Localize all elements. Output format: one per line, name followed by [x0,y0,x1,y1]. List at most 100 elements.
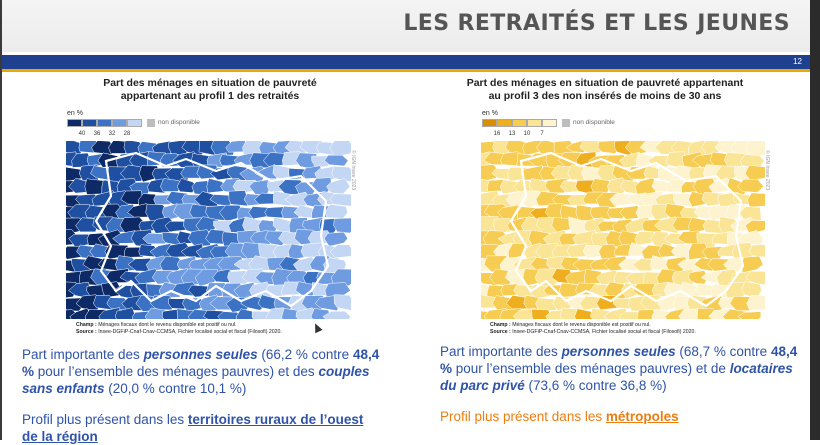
right-profile-link[interactable]: métropoles [605,409,679,424]
right-legend-na-label: non disponible [573,119,615,126]
left-profile: Profil plus présent dans les territoires… [22,411,382,445]
right-map-title-line1: Part des ménages en situation de pauvret… [466,77,744,89]
left-commune-cell [160,178,184,192]
window-left-edge [0,0,2,440]
right-legend-swatch [512,119,527,127]
right-map-svg [481,141,765,319]
left-map-title-line1: Part des ménages en situation de pauvret… [103,77,317,89]
right-commune-cell [624,141,649,156]
left-desc-text: Part importante des [22,347,144,362]
right-map-copyright: © IGN Insee 2023 [764,150,770,191]
left-map-svg [66,141,351,319]
right-legend-tick: 10 [523,131,531,137]
right-legend-tick: 7 [540,131,544,137]
right-description: Part importante des personnes seules (68… [440,343,800,394]
left-commune-cell [228,190,249,207]
right-desc-emphasis: locataires du parc privé [440,361,793,393]
right-source-text: Insee-DGFiP-Cnaf-Cnav-CCMSA, Fichier loc… [512,329,696,335]
left-legend-tick: 28 [123,131,131,137]
left-commune-cell [333,294,351,311]
left-legend-swatch [97,119,112,127]
left-profile-text: Profil plus présent dans les [22,412,188,427]
right-profile-text: Profil plus présent dans les [440,409,606,424]
left-desc-text: (66,2 % contre [257,347,353,362]
left-desc-value: 48,4 % [22,347,380,379]
right-champ-text: Ménages fiscaux dont le revenu disponibl… [512,322,651,328]
right-commune-cell [606,177,628,194]
left-legend-tick: 32 [108,131,116,137]
right-commune-cell [729,296,754,311]
right-commune-cell [654,216,682,234]
right-commune-cell [701,246,724,260]
left-map-title: Part des ménages en situation de pauvret… [60,77,360,103]
left-map-title-line2: appartenant au profil 1 des retraités [120,90,300,102]
left-desc-text: pour l’ensemble des ménages pauvres) et … [34,364,319,379]
left-legend-unit: en % [67,110,83,117]
left-desc-emphasis: couples sans enfants [22,364,370,396]
right-commune-cell [744,164,765,181]
right-commune-cell [737,311,762,319]
right-desc-text: (68,7 % contre [675,344,771,359]
left-map-copyright: © IGN Insee 2023 [350,150,356,191]
page-number: 12 [793,57,802,66]
left-commune-cell [176,178,198,193]
right-commune-cell [746,295,765,311]
title-bar: 12 [2,55,810,72]
left-legend-swatch [82,119,97,127]
right-commune-cell [609,193,634,206]
right-map-title-line2: au profil 3 des non insérés de moins de … [488,90,722,102]
left-commune-cell [115,307,136,319]
right-desc-text: (73,6 % contre 36,8 %) [524,378,667,393]
right-commune-cell [746,141,765,157]
left-commune-cell [91,141,115,155]
left-commune-cell [331,166,351,183]
right-commune-cell [715,165,741,183]
left-map-legend: en % 40 36 32 28 non disponible [67,110,227,140]
left-commune-cell [330,268,351,287]
left-map [66,141,351,319]
left-champ-label: Champ : [76,322,97,328]
left-legend-tick: 36 [93,131,101,137]
left-commune-cell [329,193,351,207]
right-commune-cell [745,271,765,286]
left-legend-swatch [67,119,82,127]
left-commune-cell [324,154,349,167]
right-legend-swatch [482,119,497,127]
left-commune-cell [329,141,351,157]
left-legend-na-swatch [147,119,155,127]
right-champ-label: Champ : [490,322,511,328]
right-commune-cell [745,220,765,234]
left-desc-text: (20,0 % contre 10,1 %) [104,381,247,396]
right-commune-cell [748,244,765,258]
left-commune-cell [322,310,351,319]
right-legend-tick: 16 [493,131,501,137]
right-legend-swatch [542,119,557,127]
slide-title: LES RETRAITÉS ET LES JEUNES [403,11,790,36]
left-legend-na-label: non disponible [158,119,200,126]
right-map-title: Part des ménages en situation de pauvret… [430,77,780,103]
right-legend-unit: en % [482,110,498,117]
right-desc-value: 48,4 % [440,344,798,376]
left-legend-tick: 40 [78,131,86,137]
left-commune-cell [329,244,351,259]
left-commune-cell [194,268,220,287]
left-source-label: Source : [76,329,97,335]
right-commune-cell [747,192,765,208]
left-source-text: Insee-DGFiP-Cnaf-Cnav-CCMSA, Fichier loc… [98,329,282,335]
right-legend-tick: 13 [508,131,516,137]
right-commune-cell [636,309,656,319]
left-description: Part importante des personnes seules (66… [22,346,390,397]
right-commune-cell [708,177,734,194]
left-commune-cell [112,230,136,244]
right-legend-na-swatch [562,119,570,127]
right-map-source: Champ : Ménages fiscaux dont le revenu d… [490,322,760,336]
right-desc-text: pour l’ensemble des ménages pauvres) et … [452,361,730,376]
slide-header: LES RETRAITÉS ET LES JEUNES [2,0,810,52]
right-source-label: Source : [490,329,511,335]
left-legend-swatch [112,119,127,127]
right-legend-swatch [527,119,542,127]
left-desc-emphasis: personnes seules [143,347,258,362]
right-desc-emphasis: personnes seules [561,344,676,359]
left-commune-cell [120,164,147,182]
left-commune-cell [323,231,348,247]
